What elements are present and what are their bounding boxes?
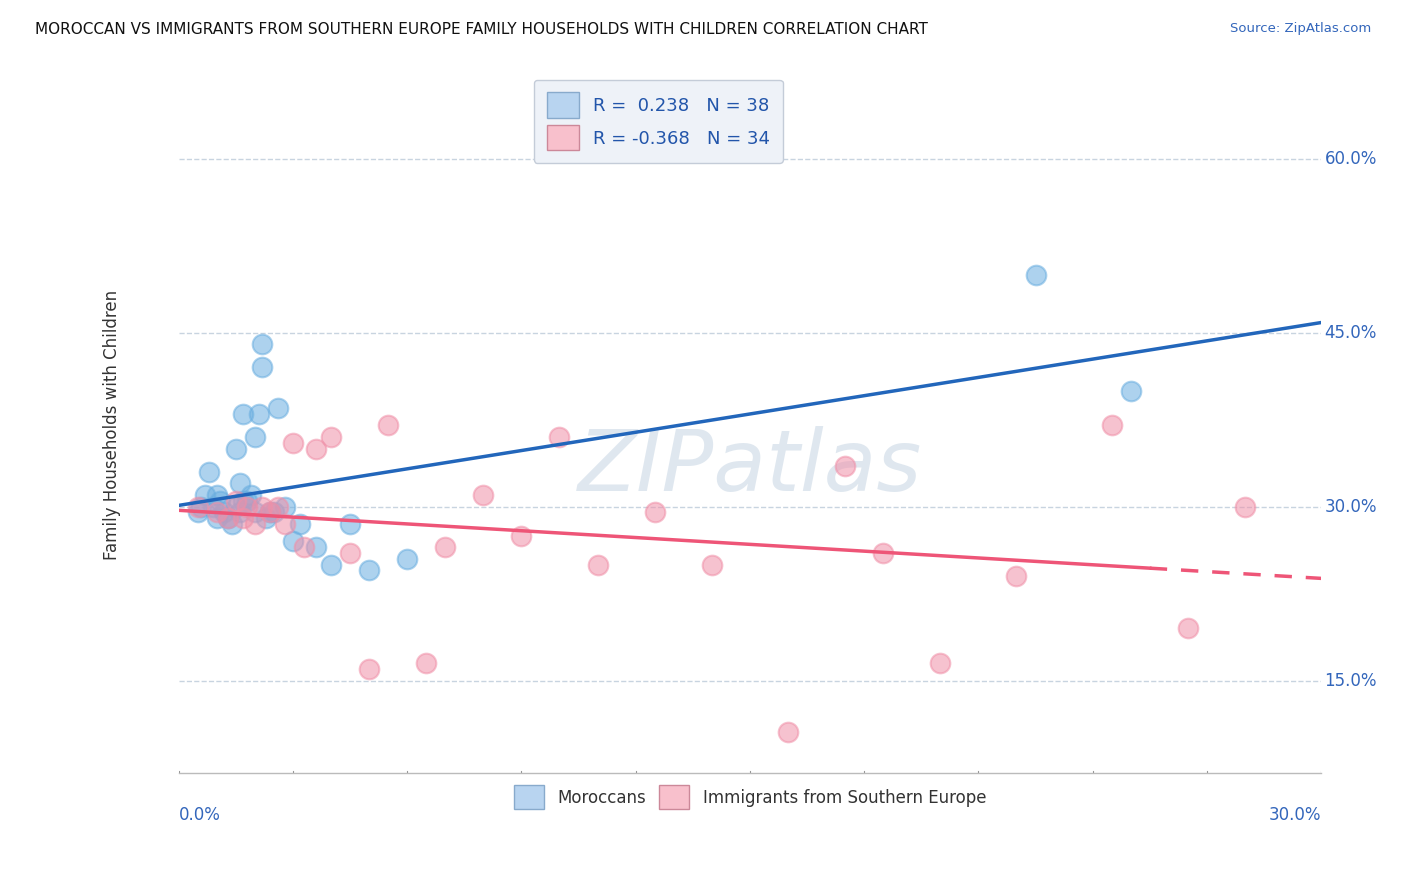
Point bbox=[225, 493, 247, 508]
Point bbox=[232, 511, 254, 525]
Point bbox=[247, 407, 270, 421]
Point bbox=[1025, 268, 1047, 282]
Point bbox=[263, 505, 285, 519]
Point bbox=[225, 500, 247, 514]
Point bbox=[929, 657, 952, 671]
Point bbox=[243, 505, 266, 519]
Point bbox=[319, 558, 342, 572]
Point bbox=[281, 435, 304, 450]
Point bbox=[236, 500, 259, 514]
Point bbox=[872, 546, 894, 560]
Point bbox=[415, 657, 437, 671]
Point bbox=[187, 500, 209, 514]
Point bbox=[198, 465, 221, 479]
Point bbox=[252, 500, 274, 514]
Point bbox=[190, 500, 212, 514]
Point bbox=[339, 546, 361, 560]
Text: 30.0%: 30.0% bbox=[1324, 498, 1376, 516]
Point bbox=[834, 458, 856, 473]
Text: Family Households with Children: Family Households with Children bbox=[103, 291, 121, 560]
Point bbox=[254, 511, 277, 525]
Point bbox=[239, 488, 262, 502]
Point bbox=[1119, 384, 1142, 398]
Point bbox=[259, 505, 281, 519]
Point bbox=[266, 500, 288, 514]
Point bbox=[319, 430, 342, 444]
Point bbox=[187, 505, 209, 519]
Point bbox=[274, 500, 297, 514]
Text: 15.0%: 15.0% bbox=[1324, 672, 1376, 690]
Point bbox=[214, 505, 236, 519]
Text: Source: ZipAtlas.com: Source: ZipAtlas.com bbox=[1230, 22, 1371, 36]
Point bbox=[243, 516, 266, 531]
Point bbox=[201, 500, 224, 514]
Text: 60.0%: 60.0% bbox=[1324, 150, 1376, 168]
Point bbox=[290, 516, 312, 531]
Point bbox=[221, 516, 243, 531]
Text: ZIPatlas: ZIPatlas bbox=[578, 425, 922, 508]
Point bbox=[217, 511, 239, 525]
Point bbox=[232, 493, 254, 508]
Point bbox=[700, 558, 723, 572]
Point bbox=[281, 534, 304, 549]
Text: 30.0%: 30.0% bbox=[1268, 805, 1322, 824]
Point bbox=[217, 511, 239, 525]
Point bbox=[228, 476, 250, 491]
Point bbox=[1177, 622, 1199, 636]
Point bbox=[225, 442, 247, 456]
Point bbox=[259, 505, 281, 519]
Point bbox=[1101, 418, 1123, 433]
Point bbox=[232, 407, 254, 421]
Point bbox=[357, 563, 380, 577]
Text: MOROCCAN VS IMMIGRANTS FROM SOUTHERN EUROPE FAMILY HOUSEHOLDS WITH CHILDREN CORR: MOROCCAN VS IMMIGRANTS FROM SOUTHERN EUR… bbox=[35, 22, 928, 37]
Point bbox=[1233, 500, 1256, 514]
Point bbox=[252, 360, 274, 375]
Point bbox=[228, 505, 250, 519]
Point bbox=[510, 528, 533, 542]
Point bbox=[586, 558, 609, 572]
Point bbox=[305, 442, 328, 456]
Point bbox=[1005, 569, 1028, 583]
Point bbox=[194, 488, 217, 502]
Point bbox=[252, 337, 274, 351]
Point bbox=[357, 662, 380, 676]
Point bbox=[236, 493, 259, 508]
Legend: Moroccans, Immigrants from Southern Europe: Moroccans, Immigrants from Southern Euro… bbox=[505, 777, 994, 817]
Point bbox=[377, 418, 399, 433]
Point bbox=[548, 430, 571, 444]
Point bbox=[292, 540, 315, 554]
Point bbox=[644, 505, 666, 519]
Point bbox=[776, 724, 799, 739]
Point bbox=[243, 430, 266, 444]
Text: 45.0%: 45.0% bbox=[1324, 324, 1376, 342]
Point bbox=[205, 488, 228, 502]
Point bbox=[274, 516, 297, 531]
Text: 0.0%: 0.0% bbox=[179, 805, 221, 824]
Point bbox=[205, 505, 228, 519]
Point bbox=[472, 488, 495, 502]
Point bbox=[209, 493, 232, 508]
Point bbox=[266, 401, 288, 415]
Point bbox=[396, 551, 419, 566]
Point bbox=[305, 540, 328, 554]
Point bbox=[434, 540, 457, 554]
Point bbox=[205, 511, 228, 525]
Point bbox=[339, 516, 361, 531]
